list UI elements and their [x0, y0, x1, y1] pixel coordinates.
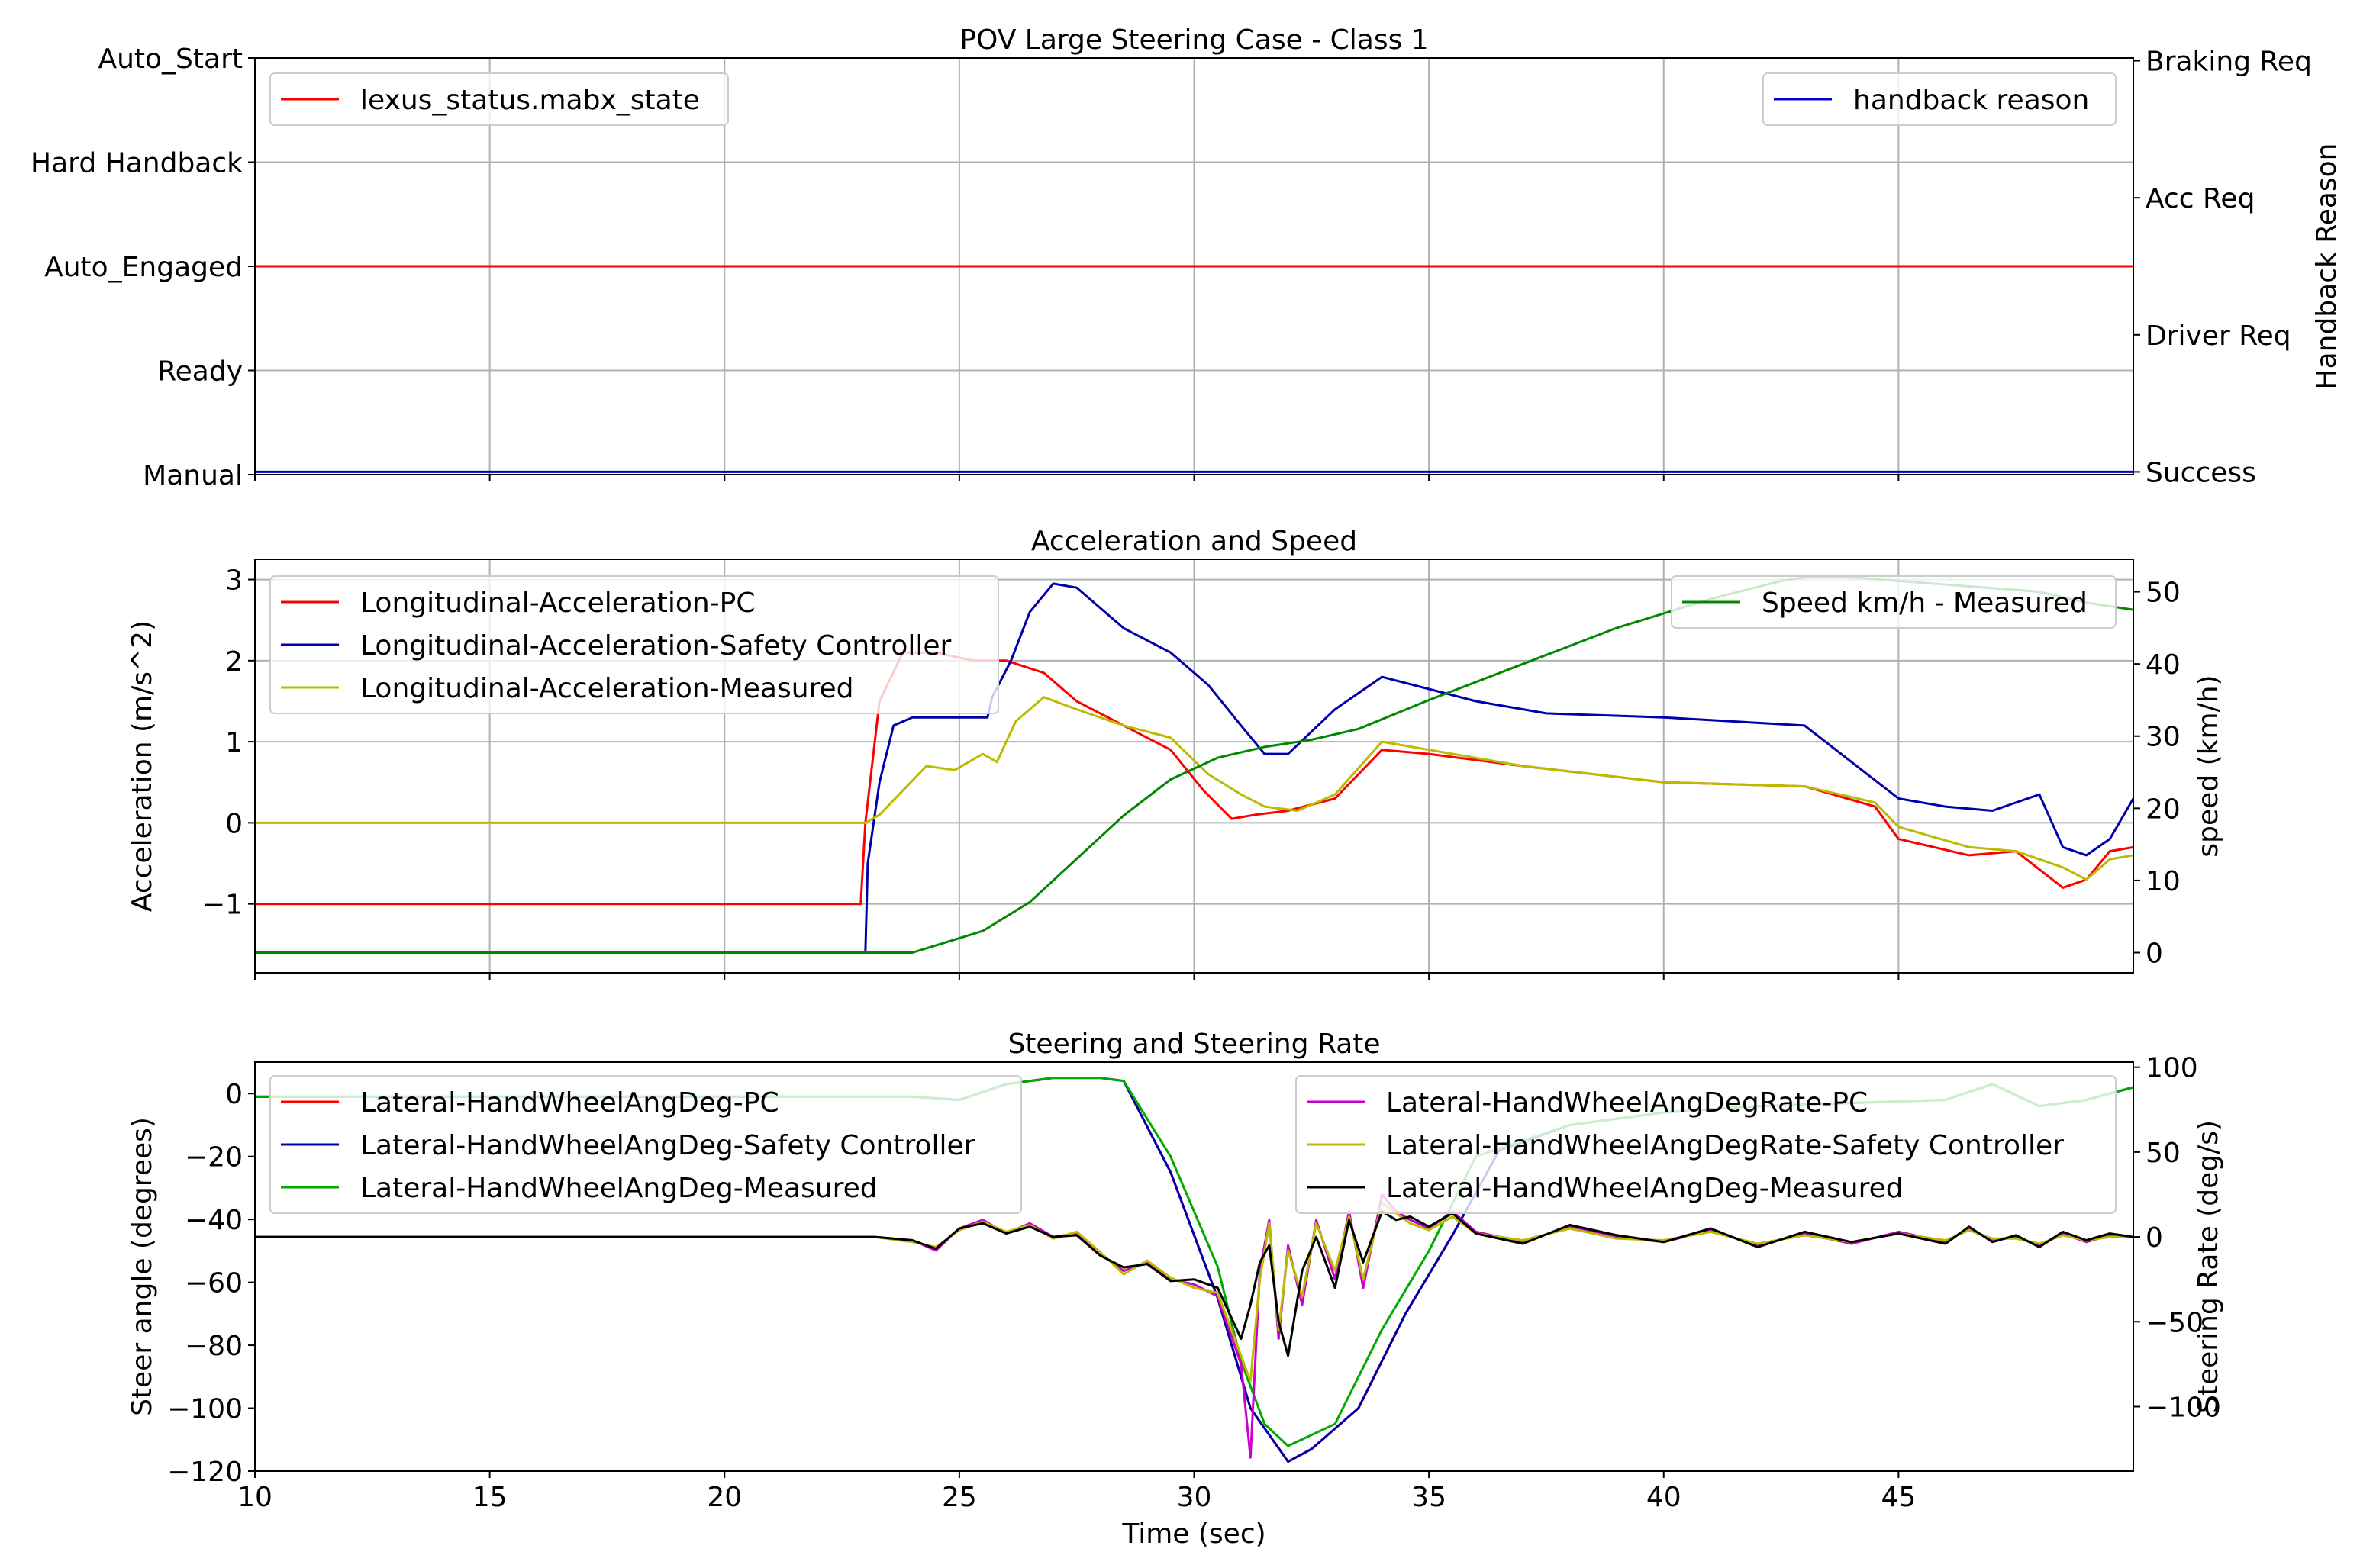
state-panel: POV Large Steering Case - Class 1 Manual R… [31, 24, 2342, 491]
legend-label: Longitudinal-Acceleration-Safety Control… [360, 630, 952, 662]
left-y-tick-label: −20 [185, 1142, 243, 1174]
left-y-axis-label: Acceleration (m/s^2) [127, 620, 158, 912]
left-y-tick-label: 2 [225, 646, 243, 678]
x-tick-label: 30 [1177, 1482, 1212, 1513]
right-y-tick-label: Braking Req [2146, 47, 2312, 78]
x-tick-label: 40 [1646, 1482, 1681, 1513]
right-y-axis-label: Steering Rate (deg/s) [2193, 1120, 2224, 1413]
acceleration-speed-panel: Acceleration and Speed −1 0 1 2 3 Acceleration… [127, 526, 2224, 980]
right-y-axis-label: speed (km/h) [2193, 675, 2224, 857]
x-axis-label: Time (sec) [1121, 1518, 1265, 1550]
right-y-tick-label: −50 [2146, 1307, 2204, 1338]
left-y-tick-label: −1 [202, 890, 243, 921]
x-tick-label: 10 [237, 1482, 272, 1513]
plot-frame [254, 1061, 2134, 1472]
legend-label: Longitudinal-Acceleration-Measured [360, 673, 854, 704]
right-y-tick-label: 0 [2146, 939, 2163, 970]
legend-label: Lateral-HandWheelAngDeg-Measured [1386, 1173, 1904, 1204]
series-lateral-handwheelangdeg-measured-line [255, 1210, 2133, 1357]
chart-title: POV Large Steering Case - Class 1 [959, 24, 1428, 56]
steering-panel: Steering and Steering Rate 10 15 20 25 30 35 40… [127, 1029, 2224, 1550]
legend-label: Speed km/h - Measured [1762, 588, 2088, 619]
legend-right: Speed km/h - Measured [1671, 575, 2117, 629]
right-y-tick-label: Driver Req [2146, 320, 2291, 352]
legend-left: Lateral-HandWheelAngDeg-PC Lateral-HandWh… [269, 1075, 1022, 1214]
legend-right: Lateral-HandWheelAngDegRate-PC Lateral-Ha… [1295, 1075, 2117, 1214]
x-tick-label: 15 [472, 1482, 508, 1513]
right-y-tick-label: 20 [2146, 794, 2181, 825]
left-y-tick-label: Auto_Engaged [44, 252, 243, 283]
right-y-tick-label: −100 [2146, 1392, 2221, 1423]
right-y-tick-label: 0 [2146, 1222, 2163, 1254]
legend-box [1295, 1075, 2117, 1214]
legend-box [269, 1075, 1022, 1214]
right-y-tick-label: 100 [2146, 1053, 2198, 1084]
right-y-tick-label: Acc Req [2146, 183, 2255, 214]
legend-left: lexus_status.mabx_state [269, 72, 729, 126]
left-y-tick-label: −40 [185, 1205, 243, 1236]
legend-label: Lateral-HandWheelAngDegRate-Safety Contr… [1386, 1130, 2064, 1161]
legend-right: handback reason [1762, 72, 2117, 126]
legend-label: Lateral-HandWheelAngDeg-Safety Controlle… [360, 1130, 975, 1161]
left-y-tick-label: Hard Handback [31, 148, 243, 179]
x-tick-label: 20 [707, 1482, 742, 1513]
right-y-tick-label: 40 [2146, 649, 2181, 681]
legend-label: Lateral-HandWheelAngDeg-PC [360, 1087, 779, 1119]
right-y-axis-label: Handback Reason [2311, 143, 2342, 390]
x-tick-label: 25 [942, 1482, 977, 1513]
legend-box [269, 72, 729, 126]
right-y-tick-label: 30 [2146, 722, 2181, 753]
legend-box [269, 575, 999, 714]
legend-box [1762, 72, 2117, 126]
legend-box [1671, 575, 2117, 629]
left-y-axis-label: Steer angle (degrees) [127, 1117, 158, 1416]
left-y-tick-label: Auto_Start [98, 43, 243, 75]
series-longitudinal-acceleration-measured-line [255, 696, 2133, 881]
left-y-tick-label: −100 [167, 1394, 243, 1425]
legend-label: handback reason [1853, 85, 2089, 116]
left-y-tick-label: Ready [157, 356, 243, 388]
plot-frame [254, 57, 2134, 475]
chart-title: Steering and Steering Rate [1008, 1029, 1380, 1060]
left-y-tick-label: 3 [225, 565, 243, 597]
right-y-tick-label: 50 [2146, 1138, 2181, 1169]
left-y-tick-label: 1 [225, 727, 243, 758]
left-y-tick-label: Manual [143, 460, 243, 491]
left-y-tick-label: −80 [185, 1331, 243, 1362]
left-y-tick-label: −60 [185, 1268, 243, 1299]
chart-title: Acceleration and Speed [1031, 526, 1357, 557]
series-lateral-handwheelangdegrate-safety-controller-line [255, 1202, 2133, 1383]
legend-left: Longitudinal-Acceleration-PC Longitudinal… [269, 575, 999, 714]
left-y-tick-label: 0 [225, 808, 243, 839]
legend-label: Lateral-HandWheelAngDegRate-PC [1386, 1087, 1868, 1119]
series-longitudinal-acceleration-safety-controller-line [255, 582, 2133, 954]
x-tick-label: 45 [1881, 1482, 1916, 1513]
x-tick-label: 35 [1411, 1482, 1446, 1513]
left-y-tick-label: −120 [167, 1457, 243, 1488]
right-y-tick-label: Success [2146, 457, 2256, 488]
right-y-tick-label: 50 [2146, 578, 2181, 609]
legend-label: Lateral-HandWheelAngDeg-Measured [360, 1173, 878, 1204]
series-group [255, 265, 2133, 473]
left-y-tick-label: 0 [225, 1079, 243, 1110]
plot-frame [254, 559, 2134, 974]
legend-label: Longitudinal-Acceleration-PC [360, 588, 756, 619]
legend-label: lexus_status.mabx_state [360, 85, 700, 116]
right-y-tick-label: 10 [2146, 866, 2181, 897]
